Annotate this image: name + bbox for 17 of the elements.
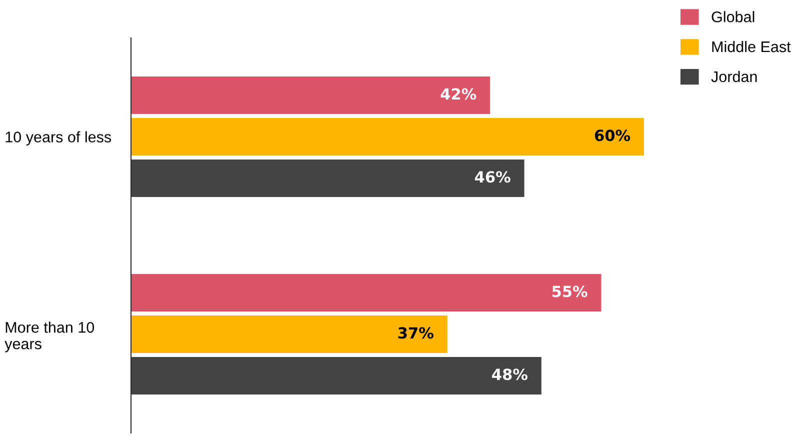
bar <box>131 274 602 312</box>
bar <box>131 356 542 394</box>
legend-label: Jordan <box>711 70 757 82</box>
data-label: 48% <box>492 368 528 380</box>
y-tick-label: 10 years of less <box>6 131 112 146</box>
data-label: 37% <box>398 327 434 339</box>
data-label: 60% <box>594 130 630 142</box>
data-label: 46% <box>474 171 510 183</box>
data-label: 42% <box>440 88 476 100</box>
bar <box>131 118 644 156</box>
y-tick-label: More than 10 years <box>4 322 94 352</box>
data-label: 55% <box>552 286 588 298</box>
legend-label: Global <box>712 11 754 22</box>
legend-label: Middle East <box>712 40 791 52</box>
bar <box>131 76 490 114</box>
bar <box>131 315 448 354</box>
bar <box>131 159 524 197</box>
